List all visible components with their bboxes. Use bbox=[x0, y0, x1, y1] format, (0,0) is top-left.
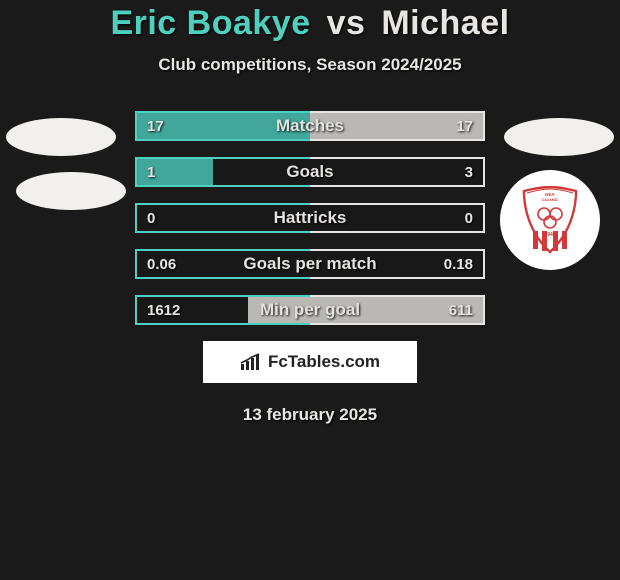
comparison-card: Eric Boakye vs Michael Club competitions… bbox=[0, 0, 620, 580]
vs-text: vs bbox=[327, 4, 366, 42]
brand-box: FcTables.com bbox=[203, 341, 417, 383]
stat-value-right: 3 bbox=[465, 159, 473, 185]
stat-value-left: 17 bbox=[147, 113, 164, 139]
stat-value-right: 0.18 bbox=[444, 251, 473, 277]
stat-row: 1612611Min per goal bbox=[135, 295, 485, 325]
brand-chart-icon bbox=[240, 353, 262, 371]
stat-label: Hattricks bbox=[137, 205, 483, 231]
stat-value-left: 1612 bbox=[147, 297, 180, 323]
comparison-rows: 1717Matches13Goals00Hattricks0.060.18Goa… bbox=[0, 111, 620, 425]
player2-name: Michael bbox=[381, 4, 509, 42]
title: Eric Boakye vs Michael bbox=[0, 0, 620, 43]
stat-value-right: 0 bbox=[465, 205, 473, 231]
brand-text: FcTables.com bbox=[268, 352, 380, 372]
stat-fill-right bbox=[248, 297, 483, 323]
date: 13 february 2025 bbox=[0, 405, 620, 425]
stat-value-left: 0 bbox=[147, 205, 155, 231]
stat-row: 0 0Hattricks bbox=[135, 203, 485, 233]
stat-row: 1717Matches bbox=[135, 111, 485, 141]
stat-value-left: 1 bbox=[147, 159, 155, 185]
stat-row: 13Goals bbox=[135, 157, 485, 187]
stat-value-left: 0.06 bbox=[147, 251, 176, 277]
subtitle: Club competitions, Season 2024/2025 bbox=[0, 55, 620, 75]
stat-row: 0.06 0.18Goals per match bbox=[135, 249, 485, 279]
stat-label: Goals per match bbox=[137, 251, 483, 277]
stat-value-right: 611 bbox=[449, 297, 473, 323]
player1-name: Eric Boakye bbox=[110, 4, 310, 42]
stat-value-right: 17 bbox=[456, 113, 473, 139]
